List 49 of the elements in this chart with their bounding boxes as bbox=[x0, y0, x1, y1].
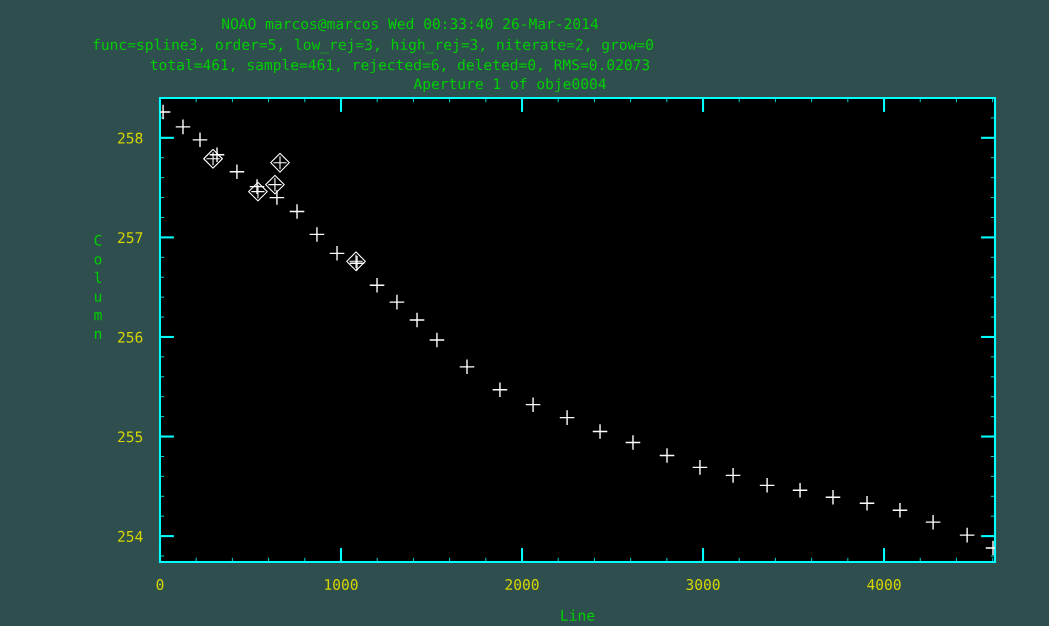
point bbox=[289, 203, 306, 220]
text: total=461, sample=461, rejected=6, deleted=0, RMS=0.02073 bbox=[150, 58, 650, 74]
chart-subtitle: func=spline3, order=5, low_rej=3, high_rej=3, niterate=2, grow=0 bbox=[93, 38, 654, 54]
point bbox=[308, 226, 325, 243]
point bbox=[192, 131, 208, 148]
point bbox=[792, 482, 809, 499]
point bbox=[428, 331, 445, 348]
x-tick-label: 0 bbox=[156, 579, 164, 591]
x-axis-title: Line bbox=[561, 609, 595, 621]
point bbox=[270, 152, 290, 173]
point bbox=[268, 189, 285, 206]
y-tick-label: 258 bbox=[118, 132, 143, 144]
x-tick-label: 2000 bbox=[505, 579, 539, 591]
point bbox=[459, 358, 475, 375]
point bbox=[369, 277, 386, 294]
chart-title: NOAO marcos@marcos Wed 00:33:40 26-Mar-2014 bbox=[222, 17, 599, 32]
point bbox=[265, 174, 285, 195]
text: Aperture 1 of obje0004 bbox=[413, 77, 606, 93]
point bbox=[759, 477, 776, 494]
point bbox=[175, 118, 191, 135]
point bbox=[625, 434, 641, 451]
y-tick-label: 255 bbox=[118, 431, 143, 443]
point bbox=[725, 467, 742, 484]
point bbox=[248, 181, 268, 202]
point bbox=[203, 148, 223, 169]
point bbox=[891, 502, 908, 519]
point bbox=[249, 178, 265, 195]
point bbox=[592, 423, 609, 440]
y-tick-label: 254 bbox=[118, 530, 143, 542]
point bbox=[691, 459, 708, 476]
point bbox=[559, 409, 576, 426]
point bbox=[959, 527, 976, 544]
point bbox=[859, 495, 876, 512]
point bbox=[329, 245, 346, 262]
y-tick-label: 256 bbox=[118, 331, 143, 343]
x-tick-label: 1000 bbox=[325, 579, 358, 591]
point bbox=[209, 146, 225, 163]
point bbox=[925, 514, 942, 531]
x-tick-label: 3000 bbox=[686, 579, 720, 591]
point bbox=[409, 312, 426, 329]
point bbox=[659, 447, 675, 464]
point bbox=[825, 489, 841, 506]
y-axis-title: Column bbox=[94, 234, 102, 339]
point bbox=[388, 294, 405, 311]
point bbox=[228, 163, 245, 180]
point bbox=[491, 381, 508, 398]
y-tick-label: 257 bbox=[118, 232, 143, 244]
point bbox=[525, 396, 542, 413]
x-tick-label: 4000 bbox=[867, 579, 901, 591]
